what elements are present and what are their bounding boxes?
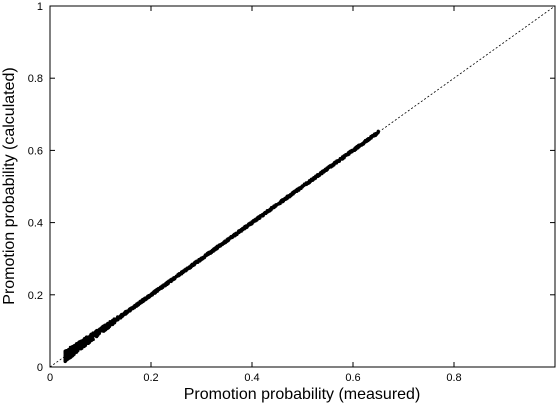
- data-point-band: [63, 130, 380, 358]
- data-points: [63, 129, 380, 364]
- plot-frame: [49, 5, 556, 368]
- x-tick-label: 0: [47, 372, 53, 384]
- y-tick-label: 1: [37, 1, 43, 13]
- reference-diagonal-line: [49, 5, 556, 368]
- y-tick-label: 0: [37, 362, 43, 374]
- y-axis-title: Promotion probability (calculated): [1, 67, 18, 304]
- y-tick-label: 0.2: [28, 290, 43, 302]
- x-tick-label: 0.2: [143, 372, 158, 384]
- y-tick-label: 0.6: [28, 145, 43, 157]
- data-point: [72, 352, 76, 356]
- x-tick-label: 0.4: [244, 372, 259, 384]
- data-point: [75, 341, 79, 346]
- x-tick-label: 0.6: [345, 372, 360, 384]
- data-point: [65, 357, 69, 362]
- x-tick-label: 0.8: [446, 372, 461, 384]
- axis-ticks: 0 0.2 0.4 0.6 0.8 0 0.2 0.4 0.6 0.8 1: [28, 1, 556, 384]
- x-axis-title: Promotion probability (measured): [184, 386, 421, 403]
- data-point: [82, 344, 86, 349]
- y-tick-label: 0.8: [28, 73, 43, 85]
- data-point: [75, 350, 79, 354]
- y-tick-label: 0.4: [28, 218, 43, 230]
